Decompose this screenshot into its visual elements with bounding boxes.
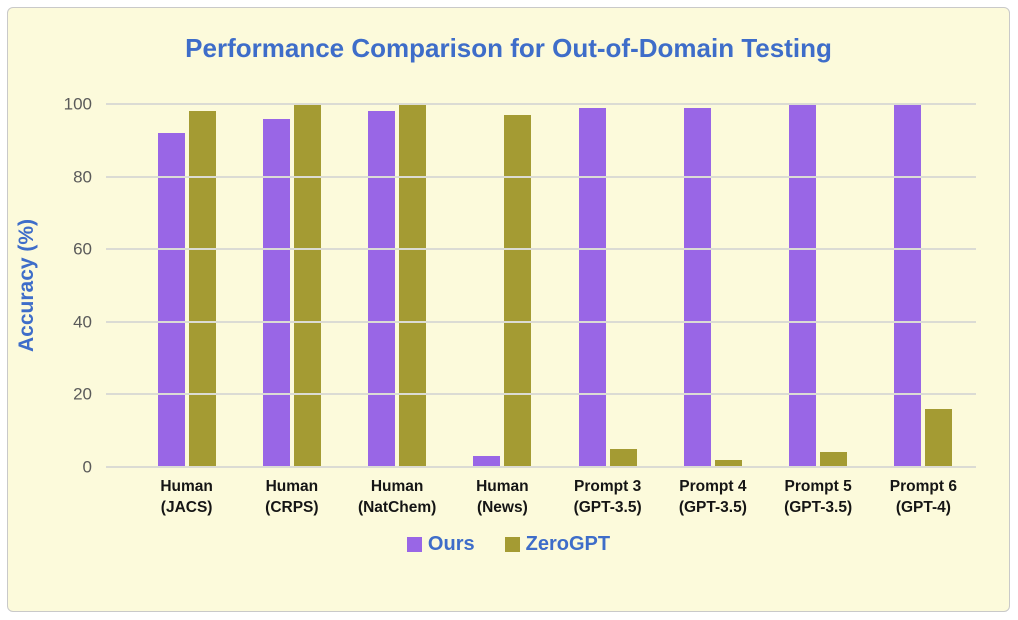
ours-bar [473,456,501,467]
gridline-0 [106,466,976,468]
y-tick-label-100: 100 [63,94,92,114]
zerogpt-bar [925,408,953,467]
bar-group-8 [871,104,976,467]
zerogpt-bar [714,459,742,467]
bar-group-7 [766,104,871,467]
legend-label-zerogpt: ZeroGPT [525,533,611,555]
x-axis-label-6: Prompt 4 (GPT-3.5) [678,478,747,516]
x-axis-label-3: Human (NatChem) [357,478,437,516]
ours-bar [368,111,396,467]
gridline-80 [106,175,976,178]
bar-group-5 [555,104,660,467]
bar-groups [106,104,976,467]
y-tick-label-80: 80 [73,167,92,187]
ours-bar [578,107,606,467]
x-axis-label-4: Human (News) [476,478,529,516]
ours-bar [894,104,922,467]
zerogpt-bar [504,114,532,467]
zerogpt-bar [293,104,321,467]
x-axis-label-8: Prompt 6 (GPT-4) [889,478,957,516]
gridline-60 [106,248,976,251]
zerogpt-bar [188,111,216,467]
bar-group-3 [345,104,450,467]
zerogpt-bar [820,452,848,467]
plot-area: Accuracy (%) 0 20 40 60 80 100 [15,96,976,476]
chart-title: Performance Comparison for Out-of-Domain… [185,33,832,63]
legend-swatch-zerogpt [504,536,520,552]
x-axis-label-2: Human (CRPS) [265,478,319,516]
x-axis-label-5: Prompt 3 (GPT-3.5) [573,478,642,516]
y-axis-label: Accuracy (%) [15,218,38,353]
gridline-40 [106,320,976,323]
zerogpt-bar [609,448,637,467]
ours-bar [789,104,817,467]
legend-item-zerogpt: ZeroGPT [504,533,611,555]
x-axis-label-7: Prompt 5 (GPT-3.5) [784,478,853,516]
bar-group-4 [450,104,555,467]
x-axis-label-1: Human (JACS) [160,478,213,516]
legend-swatch-ours [406,536,422,552]
ours-bar [683,107,711,467]
gridline-100 [106,103,976,105]
y-tick-label-40: 40 [73,312,92,332]
bar-group-1 [134,104,239,467]
bar-group-2 [239,104,344,467]
x-axis-labels: Human (JACS) Human (CRPS) Human (NatChem) Huma… [106,476,976,518]
y-tick-label-20: 20 [73,384,92,404]
ours-bar [157,133,185,467]
chart-panel: Performance Comparison for Out-of-Domain… [7,7,1010,612]
legend-label-ours: Ours [427,533,475,555]
ours-bar [262,118,290,467]
legend-item-ours: Ours [406,533,475,555]
y-tick-label-0: 0 [82,457,92,477]
legend: Ours ZeroGPT [8,534,1009,554]
zerogpt-bar [399,104,427,467]
y-tick-label-60: 60 [73,239,92,259]
gridline-20 [106,393,976,396]
bar-group-6 [660,104,765,467]
